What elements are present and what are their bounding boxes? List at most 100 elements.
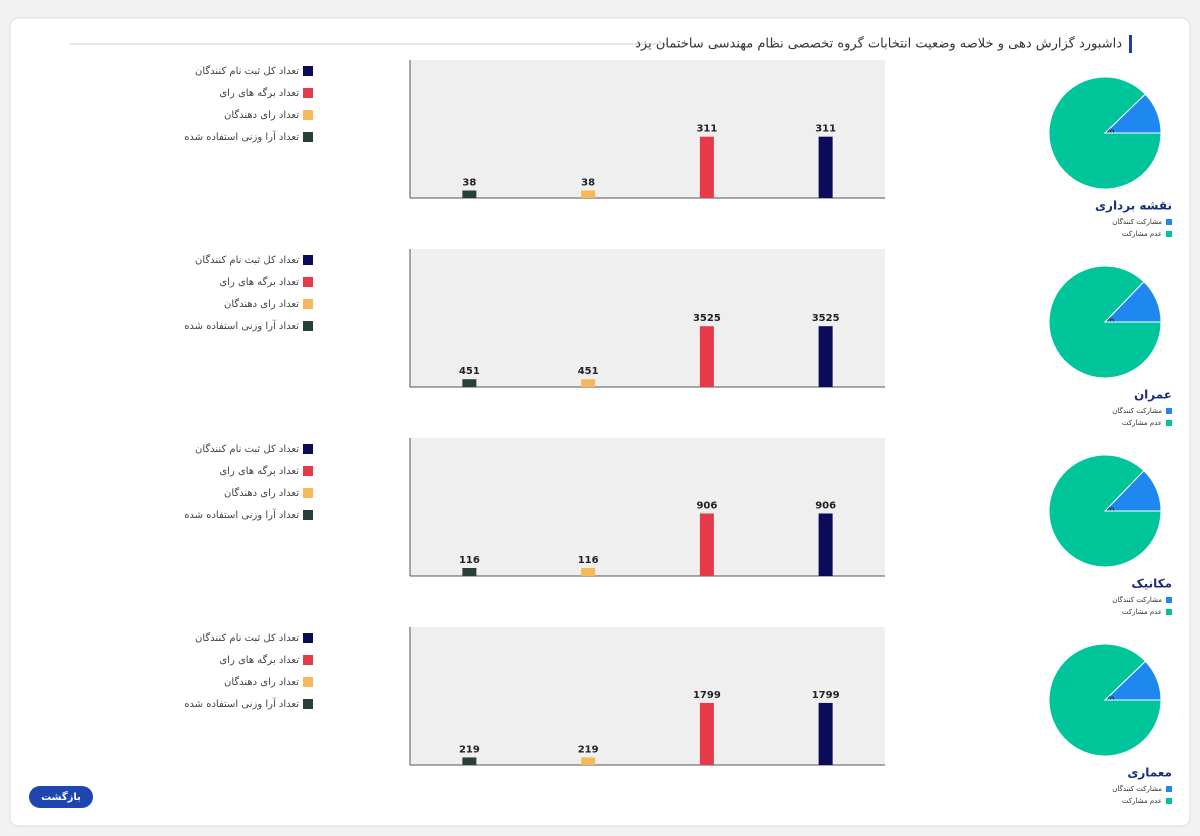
legend-swatch xyxy=(303,277,313,287)
bar xyxy=(462,379,477,387)
back-button[interactable]: بازگشت xyxy=(29,786,93,808)
legend-label: مشارکت کنندگان xyxy=(1112,217,1162,226)
legend-swatch xyxy=(1166,786,1172,792)
legend-label: عدم مشارکت xyxy=(1122,419,1162,427)
pie-slice xyxy=(1048,454,1162,568)
bar-value-label: 219 xyxy=(459,744,480,755)
legend-swatch xyxy=(1166,609,1172,615)
legend-label: تعداد رای دهندگان xyxy=(224,298,299,310)
plot-area xyxy=(410,60,885,198)
bar xyxy=(699,513,714,576)
legend-swatch xyxy=(1166,219,1172,225)
legend-swatch xyxy=(1166,798,1172,804)
legend-swatch xyxy=(303,655,313,665)
legend-swatch xyxy=(303,488,313,498)
bar xyxy=(581,567,596,576)
legend-label: تعداد رای دهندگان xyxy=(224,109,299,121)
pie-title: نقشه برداری xyxy=(1095,199,1172,213)
legend-swatch xyxy=(303,321,313,331)
title-accent xyxy=(1129,35,1132,53)
legend-label: تعداد رای دهندگان xyxy=(224,676,299,688)
legend-swatch xyxy=(1166,597,1172,603)
pie-slice xyxy=(1048,76,1162,190)
bar-value-label: 219 xyxy=(578,744,599,755)
legend-label: تعداد کل ثبت نام کنندگان xyxy=(195,632,299,644)
legend-label: مشارکت کنندگان xyxy=(1112,406,1162,415)
legend-swatch xyxy=(303,466,313,476)
legend-label: عدم مشارکت xyxy=(1122,797,1162,805)
plot-area xyxy=(410,627,885,765)
legend-swatch xyxy=(1166,231,1172,237)
pie-slice xyxy=(1048,643,1162,757)
plot-area xyxy=(410,438,885,576)
legend-label: تعداد برگه های رای xyxy=(219,276,299,288)
bar xyxy=(699,136,714,198)
legend-label: تعداد کل ثبت نام کنندگان xyxy=(195,254,299,266)
legend-label: تعداد کل ثبت نام کنندگان xyxy=(195,443,299,455)
bar xyxy=(818,513,833,576)
bar-value-label: 906 xyxy=(815,500,836,511)
legend-label: تعداد آرا وزنی استفاده شده xyxy=(184,319,299,332)
legend-swatch xyxy=(303,88,313,98)
legend-swatch xyxy=(303,699,313,709)
legend-swatch xyxy=(303,255,313,265)
button-shape[interactable] xyxy=(29,786,93,808)
page-title: داشبورد گزارش دهی و خلاصه وضعیت انتخابات… xyxy=(635,36,1122,52)
legend-swatch xyxy=(303,132,313,142)
legend-label: مشارکت کنندگان xyxy=(1112,784,1162,793)
bar-value-label: 311 xyxy=(696,124,717,135)
legend-swatch xyxy=(303,444,313,454)
legend-swatch xyxy=(303,299,313,309)
legend-swatch xyxy=(303,66,313,76)
bar xyxy=(462,190,477,198)
bar xyxy=(818,136,833,198)
bar-value-label: 906 xyxy=(696,500,717,511)
legend-label: تعداد آرا وزنی استفاده شده xyxy=(184,130,299,143)
bar xyxy=(818,702,833,765)
legend-label: تعداد رای دهندگان xyxy=(224,487,299,499)
legend-label: مشارکت کنندگان xyxy=(1112,595,1162,604)
card xyxy=(9,17,1191,827)
legend-label: تعداد برگه های رای xyxy=(219,654,299,666)
bar xyxy=(581,190,596,198)
pie-title: معماری xyxy=(1127,766,1172,780)
legend-label: تعداد برگه های رای xyxy=(219,465,299,477)
pie-title: عمران xyxy=(1134,388,1172,402)
legend-label: عدم مشارکت xyxy=(1122,230,1162,238)
bar xyxy=(699,326,714,387)
pie-title: مکانیک xyxy=(1131,577,1172,591)
bar-value-label: 38 xyxy=(581,178,595,189)
bar-value-label: 116 xyxy=(578,555,599,566)
legend-label: تعداد کل ثبت نام کنندگان xyxy=(195,65,299,77)
legend-label: تعداد برگه های رای xyxy=(219,87,299,99)
bar-value-label: 1799 xyxy=(812,690,840,701)
bar xyxy=(462,757,477,765)
bar-value-label: 3525 xyxy=(693,313,721,324)
pie-slice xyxy=(1048,265,1162,379)
legend-label: تعداد آرا وزنی استفاده شده xyxy=(184,697,299,710)
bar xyxy=(818,326,833,387)
bar xyxy=(462,567,477,576)
legend-label: عدم مشارکت xyxy=(1122,608,1162,616)
legend-swatch xyxy=(1166,408,1172,414)
legend-swatch xyxy=(303,633,313,643)
bar-value-label: 311 xyxy=(815,124,836,135)
bar-value-label: 451 xyxy=(459,366,480,377)
legend-swatch xyxy=(1166,420,1172,426)
legend-label: تعداد آرا وزنی استفاده شده xyxy=(184,508,299,521)
bar-value-label: 1799 xyxy=(693,690,721,701)
bar-value-label: 116 xyxy=(459,555,480,566)
bar-value-label: 451 xyxy=(578,366,599,377)
button-label[interactable]: بازگشت xyxy=(41,790,81,803)
bar xyxy=(699,702,714,765)
bar xyxy=(581,379,596,387)
legend-swatch xyxy=(303,110,313,120)
plot-area xyxy=(410,249,885,387)
legend-swatch xyxy=(303,510,313,520)
bar-value-label: 38 xyxy=(462,178,476,189)
legend-swatch xyxy=(303,677,313,687)
bar xyxy=(581,757,596,765)
bar-value-label: 3525 xyxy=(812,313,840,324)
